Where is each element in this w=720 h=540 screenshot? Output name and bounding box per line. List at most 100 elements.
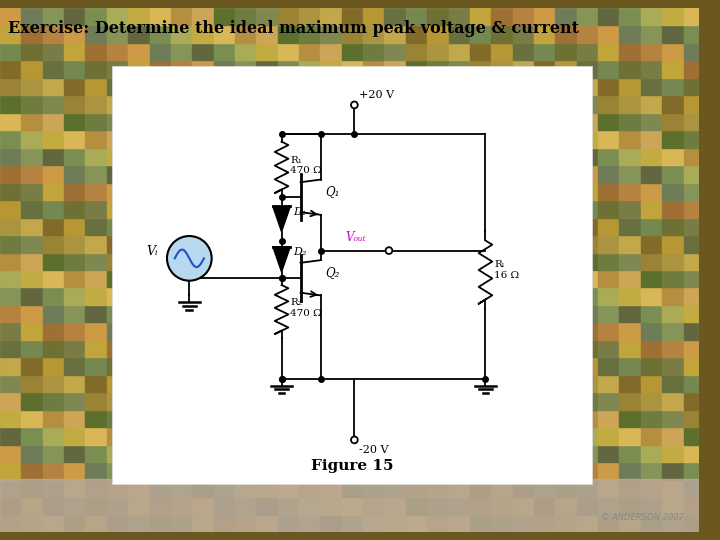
Bar [150,95,171,113]
Bar [171,165,192,183]
Bar [299,253,320,270]
Bar [470,147,491,165]
Bar [86,8,107,25]
Bar [86,497,107,515]
Bar [107,130,128,147]
Bar [22,375,42,393]
Bar [598,393,619,410]
Bar [513,375,534,393]
Bar [384,113,406,130]
Bar [64,427,86,445]
Bar [470,95,491,113]
Bar [619,375,641,393]
Bar [363,410,384,427]
Bar [619,357,641,375]
Bar [406,183,427,200]
Bar [619,235,641,253]
Bar [214,305,235,322]
Bar [534,8,555,25]
Bar [42,393,64,410]
Bar [449,147,470,165]
Bar [384,480,406,497]
Bar [470,375,491,393]
Bar [278,515,299,532]
Bar [577,305,598,322]
Bar [171,515,192,532]
Bar [171,147,192,165]
Bar [641,462,662,480]
Bar [683,340,705,357]
Bar [278,480,299,497]
Bar [150,410,171,427]
Bar [662,78,683,95]
Text: D₂: D₂ [293,247,307,258]
Bar [214,218,235,235]
Bar [214,78,235,95]
Bar [683,305,705,322]
Bar [192,147,214,165]
Bar [192,375,214,393]
Bar [278,113,299,130]
Bar [470,445,491,462]
Bar [299,218,320,235]
Bar [491,375,513,393]
Bar [683,78,705,95]
Bar [449,340,470,357]
Bar [299,322,320,340]
Bar [214,43,235,60]
Bar [491,393,513,410]
Bar [171,340,192,357]
Bar [534,340,555,357]
Bar [363,218,384,235]
Bar [619,218,641,235]
Bar [320,130,342,147]
Text: Exercise: Determine the ideal maximum peak voltage & current: Exercise: Determine the ideal maximum pe… [8,19,579,37]
Bar [150,235,171,253]
Bar [598,200,619,218]
Bar [641,410,662,427]
Bar [86,410,107,427]
Bar [449,165,470,183]
Bar [278,287,299,305]
Bar [150,78,171,95]
Bar [384,270,406,287]
Bar [150,218,171,235]
Bar [150,287,171,305]
Bar [491,357,513,375]
Bar [534,427,555,445]
Bar [299,497,320,515]
Bar [107,322,128,340]
Bar [128,445,150,462]
Bar [22,165,42,183]
Bar [107,218,128,235]
Bar [662,287,683,305]
Bar [299,113,320,130]
Bar [598,270,619,287]
Bar [192,305,214,322]
Bar [128,253,150,270]
Bar [278,95,299,113]
Bar [513,497,534,515]
Bar [662,427,683,445]
Bar [449,515,470,532]
Bar [363,445,384,462]
Bar [534,113,555,130]
Bar [22,43,42,60]
Bar [42,287,64,305]
Bar [171,253,192,270]
Bar [64,480,86,497]
Bar [406,218,427,235]
Bar [662,253,683,270]
Bar [449,8,470,25]
Bar [42,410,64,427]
Bar [513,393,534,410]
Bar [192,427,214,445]
Bar [641,480,662,497]
Bar [555,25,577,43]
Bar [598,95,619,113]
Bar [22,147,42,165]
Bar [427,287,449,305]
Bar [641,357,662,375]
Bar [363,270,384,287]
Bar [577,287,598,305]
